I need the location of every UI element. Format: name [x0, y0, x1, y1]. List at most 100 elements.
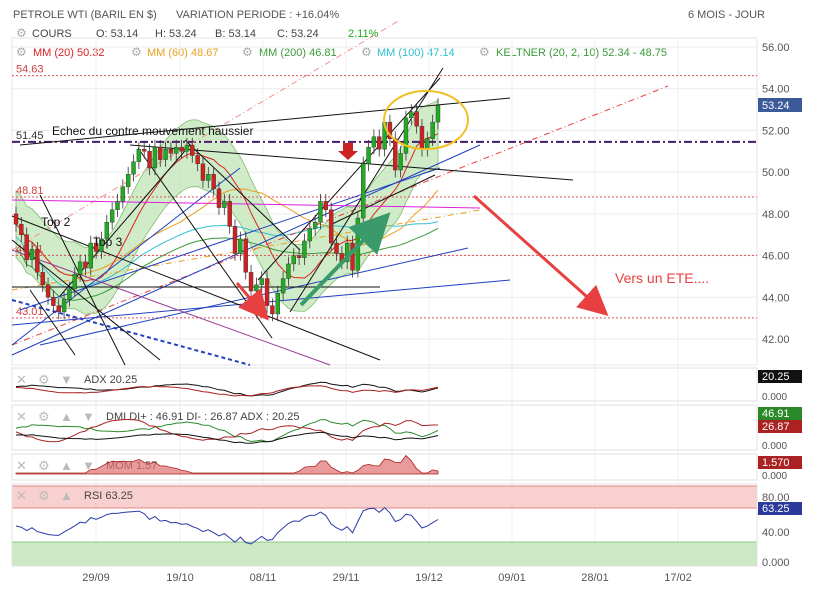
candle [35, 242, 40, 280]
indicator-panel-adx: ✕ ⚙ ▼ ADX 20.25 0.000 20.25 [11, 367, 802, 403]
keltner-gear-icon[interactable]: ⚙ [479, 45, 490, 59]
candle [334, 235, 339, 261]
close-icon[interactable]: ✕ [16, 372, 27, 387]
x-tick-label: 29/11 [333, 572, 360, 584]
close-icon[interactable]: ✕ [16, 458, 27, 473]
value-badge [758, 502, 802, 515]
period-variation: VARIATION PERIODE : +16.04% [176, 9, 340, 21]
candle [142, 141, 147, 159]
y-tick-label: 0.000 [762, 441, 787, 452]
legend-open: O: 53.14 [96, 28, 139, 40]
panel-title: DMI DI+ : 46.91 DI- : 26.87 ADX : 20.25 [106, 411, 300, 423]
gear-icon[interactable]: ⚙ [38, 372, 50, 387]
candle [238, 231, 243, 261]
dmi-adx-line [15, 431, 439, 444]
gear-icon[interactable]: ⚙ [38, 488, 50, 503]
candle [19, 216, 24, 243]
period-selector[interactable]: 6 MOIS - JOUR [688, 9, 766, 21]
panel-title: ADX 20.25 [84, 374, 137, 386]
price-badge-text: 53.24 [762, 100, 790, 112]
panel-frame [11, 483, 758, 567]
close-icon[interactable]: ✕ [16, 409, 27, 424]
legend-keltner: KELTNER (20, 2, 10) 52.34 - 48.75 [496, 47, 667, 59]
candle [296, 248, 302, 265]
legend-high: H: 53.24 [155, 28, 197, 40]
candle [40, 264, 45, 293]
main-plot-frame [11, 37, 758, 366]
candle [13, 206, 19, 232]
candle [409, 104, 414, 126]
gear-icon[interactable]: ⚙ [38, 409, 50, 424]
candle [115, 194, 120, 217]
mm200-gear-icon[interactable]: ⚙ [242, 45, 253, 59]
price-badge [758, 98, 802, 112]
x-tick-label: 29/09 [82, 572, 110, 584]
candle [361, 156, 366, 226]
y-tick-label: 46.00 [762, 251, 790, 263]
y-axis-main: 56.00 54.00 52.00 50.00 48.00 46.00 44.00 42.00 [762, 42, 790, 346]
value-badge [758, 420, 802, 433]
candle [275, 285, 280, 322]
gear-icon[interactable]: ⚙ [38, 458, 50, 473]
panel-frame [11, 404, 758, 451]
x-tick-label: 08/11 [250, 572, 277, 584]
candle [377, 129, 382, 157]
legend-mm200: MM (200) 46.81 [259, 47, 337, 59]
red-arrow-ete [473, 194, 609, 316]
arrow-up-icon[interactable]: ▲ [60, 409, 73, 424]
instrument-title: PETROLE WTI (BARIL EN $) [13, 9, 157, 21]
candle [125, 166, 131, 195]
candle [83, 254, 88, 276]
candle [222, 194, 227, 215]
legend-mm60: MM (60) 48.67 [147, 47, 219, 59]
candle [211, 166, 216, 197]
y-tick-label: 56.00 [762, 42, 790, 54]
y-tick-label: 48.00 [762, 209, 790, 221]
candle [24, 227, 29, 268]
candle [109, 202, 115, 230]
y-tick-label: 50.00 [762, 167, 790, 179]
arrow-down-icon[interactable]: ▼ [60, 372, 73, 387]
arrow-down-icon[interactable]: ▼ [82, 409, 95, 424]
candle [286, 256, 291, 286]
cours-gear-icon[interactable]: ⚙ [16, 26, 27, 40]
candle [61, 292, 67, 320]
level-label: 51.45 [16, 130, 44, 142]
candle [136, 141, 142, 170]
trend-lines [11, 19, 669, 366]
mm60-gear-icon[interactable]: ⚙ [131, 45, 142, 59]
candle [366, 139, 371, 172]
candle [195, 148, 200, 172]
candle [280, 271, 286, 301]
candle [414, 104, 419, 134]
value-badge [758, 407, 802, 420]
arrow-up-icon[interactable]: ▲ [60, 488, 73, 503]
x-tick-label: 19/10 [166, 572, 194, 584]
panel-frame [11, 453, 758, 481]
mm20-gear-icon[interactable]: ⚙ [16, 45, 27, 59]
annotation-top3: Top 3 [93, 235, 123, 249]
legend-mm20: MM (20) 50.32 [33, 47, 105, 59]
candle [190, 137, 195, 163]
candle [158, 139, 163, 167]
candle [312, 214, 318, 236]
arrow-up-icon[interactable]: ▲ [60, 458, 73, 473]
value-badge-text: 26.87 [762, 421, 790, 433]
rsi-line [15, 507, 439, 545]
value-badge-text: 63.25 [762, 503, 790, 515]
rsi-oversold-zone [11, 541, 758, 567]
level-label: 54.63 [16, 64, 44, 76]
mm100-gear-icon[interactable]: ⚙ [361, 45, 372, 59]
green-arrow-up [299, 212, 391, 307]
indicator-panel-rsi: ✕ ⚙ ▲ RSI 63.25 80.00 40.00 0.000 63.25 [11, 483, 802, 569]
candle [227, 194, 232, 234]
candle [270, 298, 275, 322]
candle [291, 248, 296, 272]
candle [147, 143, 152, 176]
y-tick-label: 44.00 [762, 292, 790, 304]
candle [163, 141, 168, 167]
y-tick-label: 80.00 [762, 492, 790, 504]
close-icon[interactable]: ✕ [16, 488, 27, 503]
